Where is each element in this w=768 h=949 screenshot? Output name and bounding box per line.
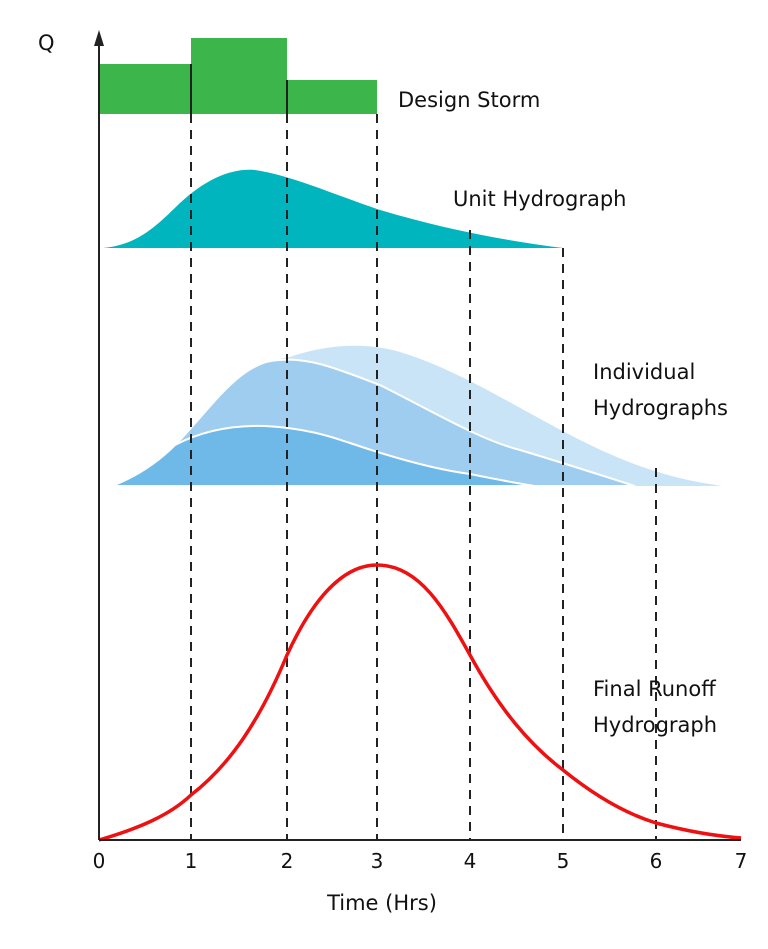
design-storm-bars bbox=[99, 38, 377, 114]
individual-hydrographs-label-1: Individual bbox=[593, 360, 695, 384]
storm-bar-hour-2 bbox=[191, 38, 287, 114]
y-axis-arrow-icon bbox=[94, 30, 104, 46]
individual-hydrographs bbox=[111, 345, 722, 487]
x-tick-3: 3 bbox=[371, 849, 384, 873]
unit-hydrograph-shape bbox=[103, 169, 563, 248]
x-axis-label: Time (Hrs) bbox=[326, 891, 437, 915]
x-tick-4: 4 bbox=[464, 849, 477, 873]
time-guide-lines bbox=[190, 114, 657, 840]
design-storm-label: Design Storm bbox=[398, 88, 540, 112]
x-tick-0: 0 bbox=[93, 849, 106, 873]
individual-hydrograph-1 bbox=[111, 424, 536, 487]
x-tick-7: 7 bbox=[735, 849, 748, 873]
final-runoff-label-1: Final Runoff bbox=[593, 677, 716, 701]
y-axis-label: Q bbox=[38, 31, 55, 55]
storm-bar-hour-1 bbox=[99, 64, 191, 114]
x-tick-5: 5 bbox=[557, 849, 570, 873]
x-tick-1: 1 bbox=[185, 849, 198, 873]
individual-hydrographs-label-2: Hydrographs bbox=[593, 396, 728, 420]
unit-hydrograph-label: Unit Hydrograph bbox=[453, 187, 626, 211]
final-runoff-curve bbox=[98, 563, 742, 842]
x-tick-6: 6 bbox=[650, 849, 663, 873]
storm-bar-hour-3 bbox=[287, 80, 377, 114]
x-tick-2: 2 bbox=[281, 849, 294, 873]
axes: Q 0 1 2 3 4 5 6 7 Time (Hrs) bbox=[38, 30, 747, 915]
final-runoff-label-2: Hydrograph bbox=[593, 713, 717, 737]
